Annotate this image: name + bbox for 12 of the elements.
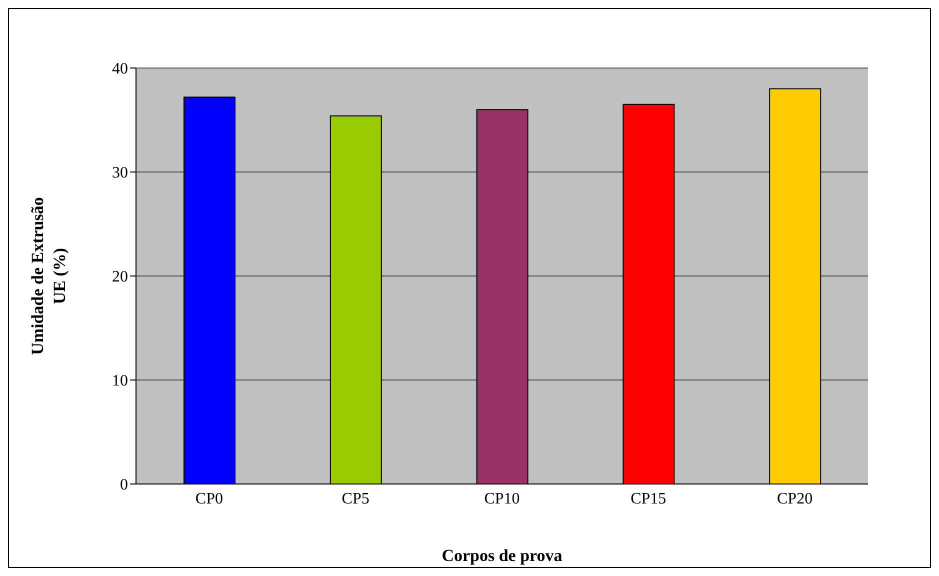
y-tick-label: 0 (120, 476, 128, 494)
y-tick-label: 10 (112, 372, 128, 390)
y-tick-label: 30 (112, 164, 128, 182)
x-tick-label: CP20 (777, 490, 813, 508)
x-tick-label: CP5 (342, 490, 370, 508)
x-tick-label: CP15 (630, 490, 666, 508)
y-tick-label: 20 (112, 268, 128, 286)
x-axis-title: Corpos de prova (442, 546, 563, 565)
y-tick-label: 40 (112, 60, 128, 78)
x-tick-label: CP10 (484, 490, 520, 508)
x-tick-label: CP0 (195, 490, 223, 508)
y-axis-title: Umidade de Extrusão UE (%) (28, 197, 69, 355)
